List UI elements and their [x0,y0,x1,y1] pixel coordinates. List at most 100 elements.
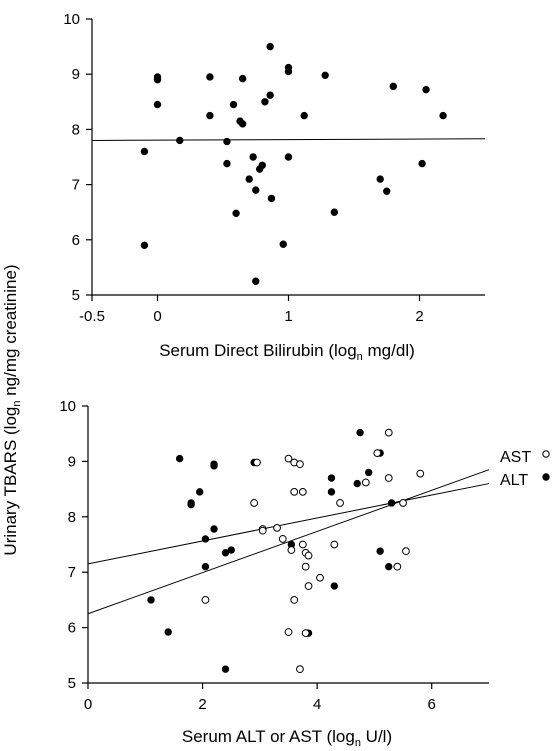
alt-ast-ast-point [253,458,261,467]
bilirubin-data-point [229,100,238,109]
alt-ast-alt-point [221,665,230,673]
bilirubin-x-tick-label: 2 [415,308,423,325]
alt-ast-ast-point [298,540,307,549]
alt-ast-alt-point [327,488,336,496]
alt-ast-y-tick-label: 5 [68,675,76,692]
bilirubin-data-point [249,153,257,161]
alt-ast-alt-point [175,454,184,463]
alt-ast-ast-point [384,428,393,437]
bilirubin-data-point [261,98,269,106]
bilirubin-data-point [223,137,231,146]
bilirubin-data-point [223,159,231,168]
bilirubin-data-point [232,209,240,218]
alt-ast-alt-point [201,535,210,543]
bilirubin-data-point [422,85,430,94]
alt-ast-ast-point [373,449,382,457]
alt-ast-alt-point [327,474,336,482]
alt-ast-ast-point [284,628,293,636]
bilirubin-x-subscript: n [357,351,363,363]
alt-ast-alt-point [210,525,218,533]
bilirubin-y-tick-label: 5 [72,287,80,304]
alt-ast-x-axis-title: Serum ALT or AST (logn U/l) [182,727,392,749]
legend-alt-label: ALT [500,472,528,489]
alt-ast-alt-point [164,628,172,636]
alt-ast-x-rest: U/l) [361,727,392,746]
bilirubin-y-tick-label: 6 [72,232,80,249]
bilirubin-data-point [266,91,274,99]
shared-y-subscript: n [11,401,23,407]
alt-ast-ast-point [384,474,393,482]
bilirubin-data-point [439,111,447,120]
bilirubin-data-point [140,241,149,250]
legend-ast-label: AST [500,449,531,466]
alt-ast-ast-point [250,499,259,507]
alt-ast-ast-point [304,551,313,560]
bilirubin-data-point [418,159,426,168]
alt-ast-y-tick-label: 10 [59,398,76,415]
shared-y-rest: ng/mg creatinine) [1,264,20,400]
bilirubin-data-point [300,111,308,120]
alt-ast-y-tick-label: 9 [68,453,76,470]
alt-ast-ast-point [361,478,370,487]
alt-ast-y-tick-label: 6 [68,620,76,637]
alt-ast-ast-point [399,499,407,507]
bilirubin-data-point [279,240,287,248]
alt-ast-alt-point [385,562,393,571]
alt-ast-x-subscript: n [355,737,361,749]
alt-ast-alt-point [353,479,361,488]
bilirubin-x-tick-label: 1 [284,308,292,325]
bilirubin-data-point [284,153,293,161]
alt-ast-x-tick-label: 4 [313,696,321,713]
bilirubin-data-point [238,74,247,83]
alt-ast-ast-point [336,499,344,507]
alt-ast-ast-point [330,540,339,549]
bilirubin-data-point [140,147,149,156]
alt-ast-x-tick-label: 6 [428,696,436,713]
bilirubin-data-point [389,82,397,91]
bilirubin-x-tick-label: -0.5 [79,308,105,325]
bilirubin-data-point [245,175,253,183]
alt-ast-ast-point [278,535,287,543]
alt-ast-ast-point [298,487,307,496]
alt-ast-alt-point [196,488,204,496]
alt-ast-alt-point [227,546,235,554]
alt-ast-ast-point [258,526,267,535]
bilirubin-x-rest: mg/dl) [363,341,415,360]
bilirubin-data-point [153,76,162,84]
bilirubin-y-tick-label: 7 [72,177,80,194]
bilirubin-data-point [284,67,293,76]
bilirubin-data-point [258,161,266,169]
alt-ast-alt-point [210,462,218,470]
bilirubin-y-tick-label: 9 [72,66,80,83]
shared-y-axis-title: Urinary TBARS (logn ng/mg creatinine) [1,264,23,555]
alt-ast-alt-point [365,468,373,477]
alt-ast-ast-point [201,596,210,604]
bilirubin-data-point [383,187,391,195]
alt-ast-y-tick-label: 7 [68,564,76,581]
alt-ast-alt-point [387,499,396,507]
alt-ast-y-tick-label: 8 [68,509,76,526]
bilirubin-data-point [252,277,260,285]
alt-ast-alt-point [147,596,155,604]
bilirubin-data-point [252,186,260,194]
alt-ast-alt-point [187,500,195,509]
legend-alt-marker [542,473,550,481]
bilirubin-data-point [238,120,247,128]
bilirubin-data-point [206,111,214,120]
bilirubin-y-tick-label: 10 [63,11,80,28]
bilirubin-data-point [321,71,329,80]
alt-ast-ast-point [316,573,324,582]
alt-ast-ast-point [290,487,299,496]
alt-ast-ast-point [393,562,402,571]
bilirubin-data-point [376,175,384,183]
alt-ast-ast-point [273,523,281,532]
alt-ast-alt-point [330,582,339,590]
alt-ast-ast-regression-line [87,469,490,615]
bilirubin-data-point [153,100,162,109]
alt-ast-alt-point [201,562,210,571]
alt-ast-ast-point [290,596,299,604]
bilirubin-data-point [206,73,214,81]
bilirubin-scatter-chart: 5 6 7 8 9 10 -0.5 0 1 2 [63,11,486,325]
bilirubin-data-point [330,208,339,216]
